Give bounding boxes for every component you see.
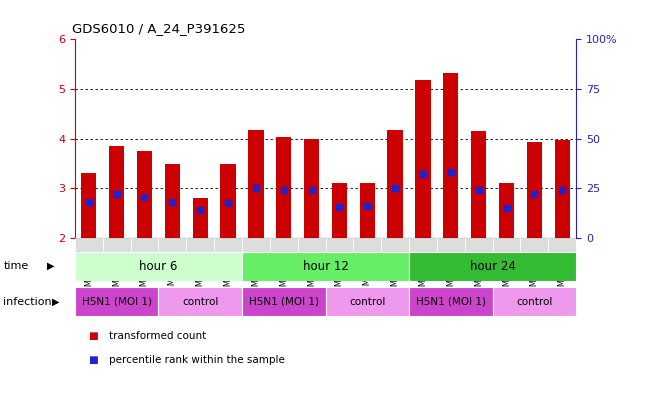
Text: GDS6010 / A_24_P391625: GDS6010 / A_24_P391625 bbox=[72, 22, 245, 35]
Text: ▶: ▶ bbox=[52, 297, 60, 307]
Bar bbox=[443, 73, 458, 238]
Bar bbox=[387, 130, 403, 238]
FancyBboxPatch shape bbox=[242, 287, 326, 316]
FancyBboxPatch shape bbox=[103, 238, 131, 252]
Bar bbox=[81, 173, 96, 238]
Bar bbox=[527, 142, 542, 238]
Point bbox=[390, 185, 400, 191]
Bar bbox=[555, 140, 570, 238]
Bar bbox=[359, 183, 375, 238]
FancyBboxPatch shape bbox=[409, 252, 576, 281]
Point bbox=[529, 191, 540, 197]
FancyBboxPatch shape bbox=[493, 238, 520, 252]
Bar bbox=[276, 137, 292, 238]
Point bbox=[279, 187, 289, 193]
Bar bbox=[193, 198, 208, 238]
FancyBboxPatch shape bbox=[353, 238, 381, 252]
Point bbox=[334, 204, 344, 210]
Text: hour 24: hour 24 bbox=[469, 260, 516, 273]
Point bbox=[445, 169, 456, 175]
Text: hour 6: hour 6 bbox=[139, 260, 178, 273]
FancyBboxPatch shape bbox=[75, 238, 103, 252]
Bar bbox=[221, 164, 236, 238]
Point bbox=[418, 171, 428, 177]
Text: H5N1 (MOI 1): H5N1 (MOI 1) bbox=[416, 297, 486, 307]
Text: control: control bbox=[516, 297, 553, 307]
Point bbox=[223, 200, 233, 206]
FancyBboxPatch shape bbox=[493, 287, 576, 316]
FancyBboxPatch shape bbox=[75, 252, 242, 281]
Point bbox=[501, 205, 512, 211]
Text: percentile rank within the sample: percentile rank within the sample bbox=[109, 355, 284, 365]
Text: H5N1 (MOI 1): H5N1 (MOI 1) bbox=[249, 297, 319, 307]
FancyBboxPatch shape bbox=[409, 287, 493, 316]
FancyBboxPatch shape bbox=[409, 238, 437, 252]
FancyBboxPatch shape bbox=[548, 238, 576, 252]
Text: ■: ■ bbox=[88, 355, 98, 365]
FancyBboxPatch shape bbox=[75, 287, 158, 316]
FancyBboxPatch shape bbox=[270, 238, 298, 252]
Point bbox=[83, 198, 94, 205]
Text: H5N1 (MOI 1): H5N1 (MOI 1) bbox=[81, 297, 152, 307]
Bar bbox=[415, 80, 430, 238]
Point bbox=[557, 187, 568, 193]
Point bbox=[251, 185, 261, 191]
FancyBboxPatch shape bbox=[214, 238, 242, 252]
FancyBboxPatch shape bbox=[158, 238, 186, 252]
Bar bbox=[165, 164, 180, 238]
Text: infection: infection bbox=[3, 297, 52, 307]
Text: ■: ■ bbox=[88, 331, 98, 341]
FancyBboxPatch shape bbox=[326, 287, 409, 316]
Bar bbox=[109, 146, 124, 238]
FancyBboxPatch shape bbox=[381, 238, 409, 252]
Bar bbox=[304, 138, 319, 238]
Bar bbox=[137, 151, 152, 238]
Text: control: control bbox=[349, 297, 385, 307]
FancyBboxPatch shape bbox=[131, 238, 158, 252]
Bar bbox=[248, 130, 264, 238]
Text: ▶: ▶ bbox=[47, 261, 55, 271]
Point bbox=[307, 187, 317, 193]
Text: time: time bbox=[3, 261, 29, 271]
FancyBboxPatch shape bbox=[158, 287, 242, 316]
Point bbox=[473, 187, 484, 193]
Text: transformed count: transformed count bbox=[109, 331, 206, 341]
FancyBboxPatch shape bbox=[326, 238, 353, 252]
FancyBboxPatch shape bbox=[242, 238, 270, 252]
Text: hour 12: hour 12 bbox=[303, 260, 348, 273]
Point bbox=[195, 208, 206, 214]
FancyBboxPatch shape bbox=[520, 238, 548, 252]
FancyBboxPatch shape bbox=[298, 238, 326, 252]
Bar bbox=[471, 131, 486, 238]
FancyBboxPatch shape bbox=[242, 252, 409, 281]
FancyBboxPatch shape bbox=[186, 238, 214, 252]
Text: control: control bbox=[182, 297, 218, 307]
FancyBboxPatch shape bbox=[437, 238, 465, 252]
Point bbox=[362, 202, 372, 209]
Point bbox=[139, 193, 150, 200]
Bar bbox=[499, 183, 514, 238]
FancyBboxPatch shape bbox=[465, 238, 493, 252]
Point bbox=[111, 191, 122, 197]
Point bbox=[167, 199, 178, 205]
Bar bbox=[332, 183, 347, 238]
